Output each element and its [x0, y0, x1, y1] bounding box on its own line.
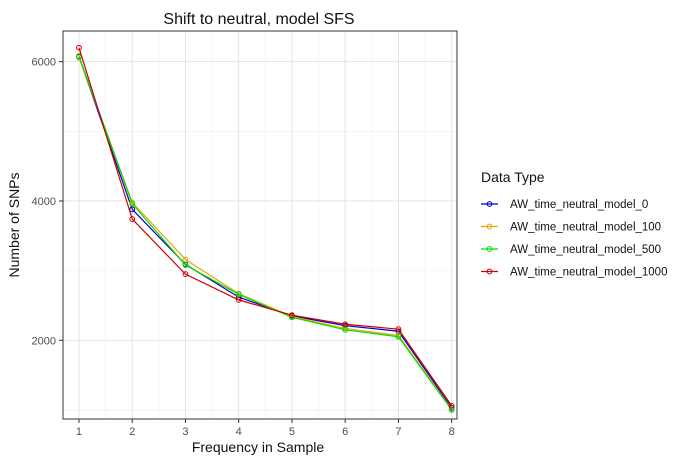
x-tick-label: 8	[449, 426, 455, 438]
series-line	[78, 47, 453, 407]
legend-label: AW_time_neutral_model_500	[510, 244, 661, 256]
x-tick-label: 7	[395, 426, 401, 438]
data-point	[342, 326, 349, 333]
data-point	[182, 256, 189, 263]
legend-key-point	[486, 268, 493, 275]
legend-label: AW_time_neutral_model_1000	[510, 267, 667, 279]
series-line	[78, 55, 453, 411]
legend-key-point	[486, 223, 493, 230]
data-point	[182, 271, 189, 278]
axis-ticks: 1 2 3 4 5 6 7 8 2000 4000 6000	[32, 57, 455, 438]
plot-panel-border	[62, 30, 458, 420]
x-tick-label: 4	[236, 426, 242, 438]
x-tick-label: 6	[342, 426, 348, 438]
legend-label: AW_time_neutral_model_100	[510, 222, 661, 234]
y-tick-label: 6000	[32, 57, 56, 69]
data-point	[395, 333, 402, 340]
series-layer	[76, 44, 455, 413]
data-point	[129, 200, 136, 207]
x-axis-label: Frequency in Sample	[192, 439, 325, 455]
legend: Data Type AW_time_neutral_model_0AW_time…	[481, 169, 667, 279]
data-point	[235, 296, 242, 303]
x-tick-label: 2	[129, 426, 135, 438]
grid-lines	[63, 31, 457, 419]
y-tick-label: 2000	[32, 335, 56, 347]
y-tick-label: 4000	[32, 196, 56, 208]
data-point	[448, 407, 455, 413]
data-point	[395, 326, 402, 333]
legend-label: AW_time_neutral_model_0	[510, 199, 648, 211]
y-axis-label: Number of SNPs	[6, 172, 22, 277]
chart-title: Shift to neutral, model SFS	[163, 11, 354, 28]
data-point	[76, 44, 82, 51]
data-point	[235, 291, 242, 298]
legend-key-point	[486, 201, 493, 207]
x-tick-label: 5	[289, 426, 295, 438]
data-point	[342, 321, 349, 328]
data-point	[129, 216, 136, 222]
legend-items: AW_time_neutral_model_0 AW_time_neutral_m…	[481, 199, 667, 279]
legend-title: Data Type	[481, 169, 545, 185]
data-point	[182, 262, 189, 268]
series-line	[78, 57, 453, 410]
data-point	[289, 312, 295, 319]
data-point	[448, 402, 455, 409]
x-tick-label: 1	[76, 426, 82, 438]
series-line	[78, 56, 453, 409]
legend-key-point	[486, 246, 493, 252]
x-tick-label: 3	[182, 426, 188, 438]
